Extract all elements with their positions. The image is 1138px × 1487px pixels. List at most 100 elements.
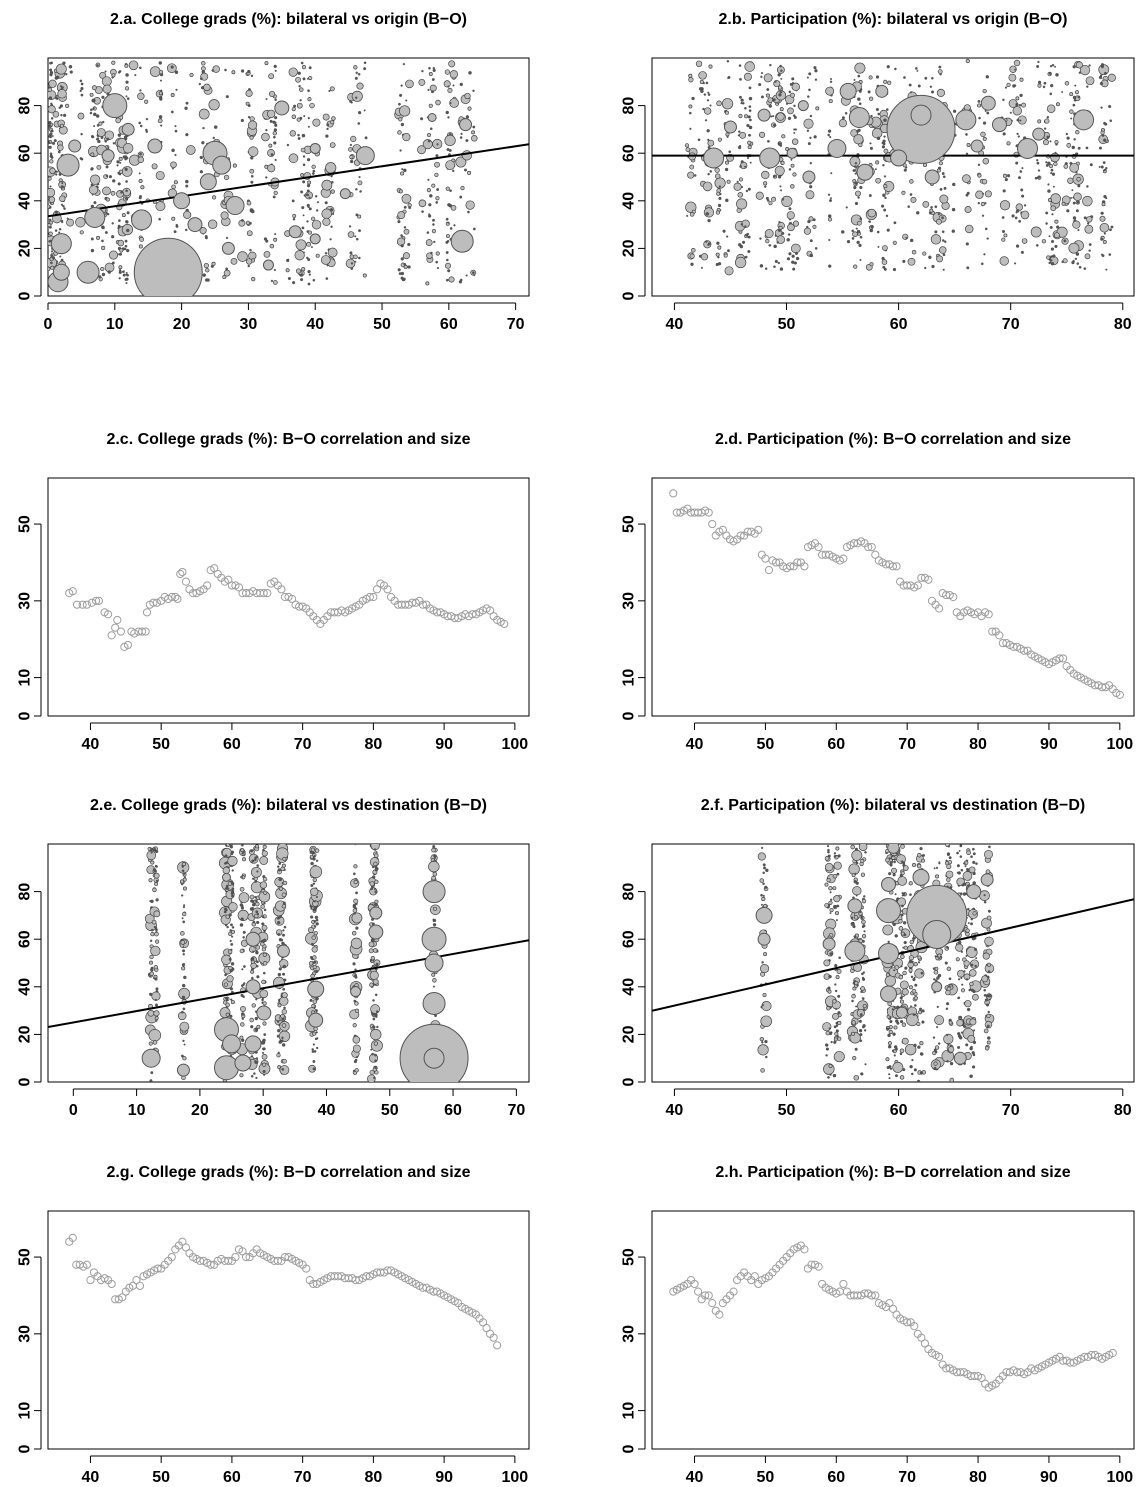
background-point: [49, 185, 52, 188]
background-point: [400, 122, 405, 127]
background-point: [827, 986, 831, 990]
background-point: [111, 60, 116, 65]
background-point: [723, 253, 728, 258]
background-point: [185, 101, 189, 105]
background-point: [240, 118, 244, 123]
bubble-point: [980, 95, 996, 111]
background-point: [908, 881, 913, 886]
background-point: [917, 853, 922, 858]
background-point: [808, 216, 814, 222]
scatter-point: [839, 1279, 848, 1289]
bubble-point: [221, 872, 231, 882]
background-point: [149, 960, 153, 965]
background-point: [838, 119, 847, 128]
background-point: [246, 230, 253, 237]
background-point: [1072, 65, 1076, 69]
background-point: [717, 256, 720, 259]
background-point: [849, 156, 861, 167]
background-point: [54, 210, 58, 214]
background-point: [807, 142, 811, 146]
background-point: [88, 185, 99, 195]
background-point: [852, 169, 856, 172]
background-point: [125, 156, 129, 160]
background-point: [350, 262, 354, 265]
background-point: [981, 917, 992, 929]
y-tick-label: 50: [621, 515, 638, 533]
background-point: [310, 847, 315, 852]
background-point: [140, 185, 145, 190]
background-point: [90, 108, 93, 112]
background-point: [914, 968, 925, 979]
background-point: [825, 1054, 828, 1057]
background-point: [403, 168, 407, 173]
scatter-point: [871, 1291, 880, 1300]
background-point: [1101, 134, 1105, 137]
background-point: [1066, 143, 1072, 148]
background-point: [965, 1043, 969, 1047]
background-point: [139, 237, 145, 242]
background-point: [763, 181, 768, 186]
background-point: [828, 900, 833, 905]
background-point: [50, 117, 54, 120]
background-point: [433, 918, 437, 922]
background-point: [447, 116, 450, 119]
point-cloud: [144, 844, 441, 1082]
background-point: [183, 210, 192, 219]
bubble-point: [423, 1047, 445, 1069]
background-point: [263, 938, 267, 942]
background-point: [372, 948, 378, 953]
scatter-point: [72, 600, 82, 609]
background-point: [48, 187, 56, 198]
background-point: [79, 230, 84, 235]
bubble-point: [355, 146, 375, 166]
background-point: [903, 168, 907, 172]
background-point: [273, 64, 277, 69]
background-point: [834, 983, 837, 986]
background-point: [1049, 225, 1053, 229]
background-point: [985, 869, 991, 874]
background-point: [282, 929, 285, 932]
background-point: [690, 248, 696, 253]
background-point: [970, 855, 973, 859]
background-point: [829, 912, 832, 915]
background-point: [225, 996, 229, 999]
background-point: [1099, 146, 1102, 150]
background-point: [355, 926, 359, 930]
background-point: [153, 872, 160, 879]
background-point: [1072, 201, 1076, 205]
background-point: [700, 89, 704, 94]
background-point: [249, 1017, 255, 1023]
background-point: [326, 264, 329, 267]
background-point: [355, 237, 359, 241]
background-point: [827, 854, 831, 858]
background-point: [941, 216, 944, 220]
background-point: [956, 864, 960, 868]
background-point: [155, 1003, 158, 1007]
background-point: [955, 943, 964, 952]
background-point: [791, 254, 795, 258]
background-point: [828, 886, 833, 891]
bubble-point: [931, 981, 943, 993]
background-point: [881, 256, 885, 261]
background-point: [352, 908, 358, 913]
background-point: [308, 927, 314, 933]
y-tick-label: 10: [621, 669, 638, 687]
background-point: [902, 921, 907, 925]
background-point: [727, 249, 730, 253]
background-point: [980, 262, 984, 266]
background-point: [825, 1030, 831, 1036]
background-point: [761, 1001, 772, 1012]
background-point: [886, 228, 890, 232]
background-point: [446, 258, 449, 262]
scatter-point: [123, 640, 133, 650]
background-point: [945, 870, 954, 879]
scatter-point: [715, 1310, 724, 1319]
background-point: [975, 862, 978, 865]
background-point: [814, 78, 818, 81]
scatter-point: [867, 1291, 876, 1300]
background-point: [949, 1061, 954, 1066]
scatter-point: [885, 1299, 894, 1308]
background-point: [921, 858, 925, 863]
background-point: [762, 863, 766, 867]
background-point: [351, 931, 357, 936]
